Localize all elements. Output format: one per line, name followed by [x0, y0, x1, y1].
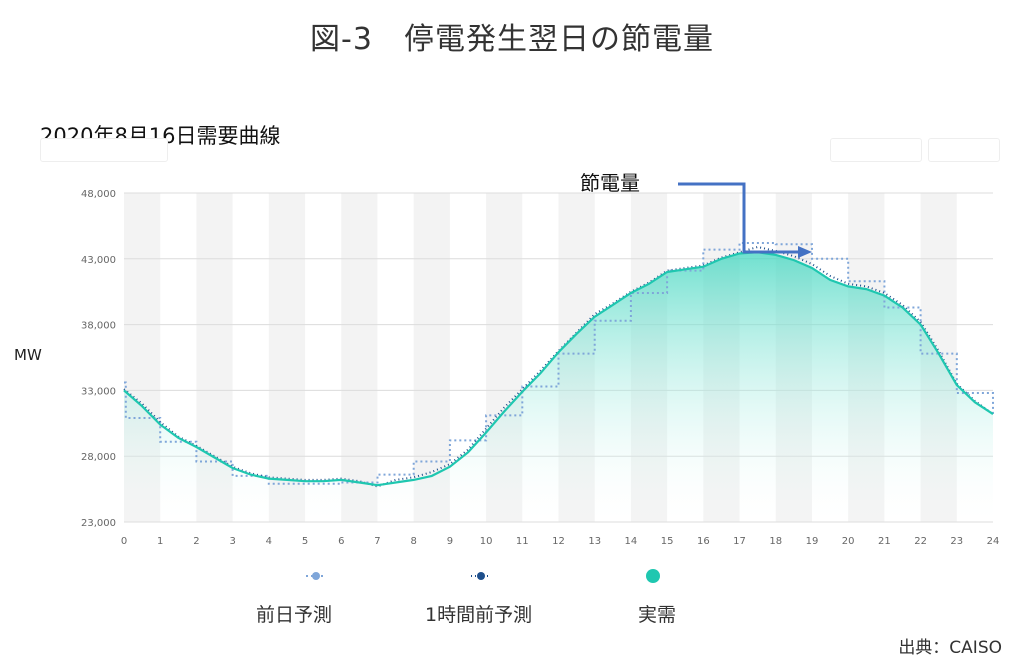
x-tick-label: 16 [697, 536, 710, 547]
y-tick-label: 23,000 [81, 518, 116, 529]
series-line-dayahead [124, 242, 994, 485]
series-line-actual [123, 251, 994, 487]
x-tick-label: 11 [516, 536, 529, 547]
source-note: 出典：CAISO [898, 638, 1002, 658]
figure-title: 図-3 停電発生翌日の節電量 [310, 22, 714, 57]
legend-label-hourahead: 1時間前予測 [425, 604, 533, 626]
x-tick-label: 12 [552, 536, 565, 547]
y-tick-label: 43,000 [81, 255, 116, 266]
legend-label-dayahead: 前日予測 [256, 604, 333, 626]
x-tick-label: 13 [588, 536, 601, 547]
x-tick-label: 18 [769, 536, 782, 547]
y-tick-label: 38,000 [81, 321, 116, 332]
x-tick-label: 21 [878, 536, 891, 547]
x-tick-label: 14 [625, 536, 638, 547]
x-tick-label: 24 [987, 536, 1000, 547]
chart-menu-button-left[interactable] [40, 138, 168, 162]
x-tick-label: 3 [229, 536, 235, 547]
x-tick-label: 22 [914, 536, 927, 547]
hour-band [341, 193, 378, 522]
series-area-actual [124, 252, 993, 522]
y-tick-label: 48,000 [81, 189, 116, 200]
x-tick-label: 19 [806, 536, 819, 547]
x-tick-label: 5 [302, 536, 308, 547]
chart-menu-button-2[interactable] [928, 138, 1000, 162]
hour-band [413, 193, 450, 522]
y-axis-label: MW [14, 346, 42, 364]
x-tick-label: 9 [447, 536, 453, 547]
y-tick-label: 33,000 [81, 386, 116, 397]
series-line-hourahead [123, 245, 994, 488]
x-tick-label: 2 [193, 536, 199, 547]
x-tick-label: 1 [157, 536, 163, 547]
legend-marker-hourahead[interactable] [470, 566, 492, 588]
x-tick-label: 7 [374, 536, 380, 547]
x-tick-label: 10 [480, 536, 493, 547]
annotation-arrow [678, 182, 800, 254]
x-tick-label: 23 [950, 536, 963, 547]
x-tick-label: 8 [410, 536, 416, 547]
x-tick-label: 17 [733, 536, 746, 547]
legend-marker-dayahead[interactable] [305, 566, 327, 588]
chart-menu-button-1[interactable] [830, 138, 922, 162]
annotation-label: 節電量 [580, 171, 640, 195]
annotation-arrowhead [798, 246, 812, 258]
x-tick-label: 20 [842, 536, 855, 547]
x-tick-label: 6 [338, 536, 344, 547]
legend-marker-actual[interactable] [640, 566, 666, 590]
x-tick-label: 15 [661, 536, 674, 547]
legend-label-actual: 実需 [638, 604, 677, 626]
y-tick-label: 28,000 [81, 452, 116, 463]
x-tick-label: 4 [266, 536, 272, 547]
hour-band [268, 193, 306, 522]
x-tick-label: 0 [121, 536, 127, 547]
